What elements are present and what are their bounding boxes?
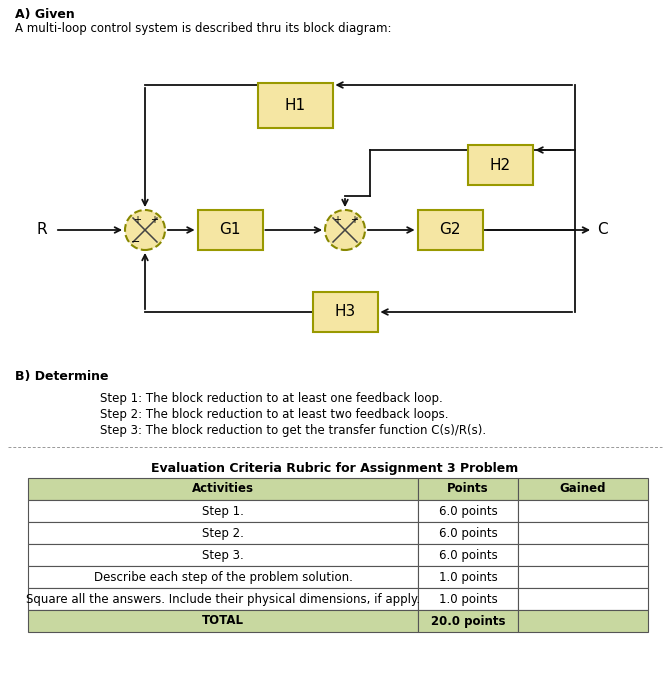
FancyBboxPatch shape [28, 610, 418, 632]
FancyBboxPatch shape [198, 210, 263, 250]
Text: Step 3.: Step 3. [202, 549, 244, 561]
Text: Describe each step of the problem solution.: Describe each step of the problem soluti… [94, 570, 352, 584]
Text: Points: Points [447, 482, 489, 496]
FancyBboxPatch shape [518, 566, 648, 588]
Text: Evaluation Criteria Rubric for Assignment 3 Problem: Evaluation Criteria Rubric for Assignmen… [151, 462, 519, 475]
Text: C: C [597, 223, 608, 237]
FancyBboxPatch shape [468, 145, 533, 185]
Text: B) Determine: B) Determine [15, 370, 109, 383]
Circle shape [325, 210, 365, 250]
Text: 6.0 points: 6.0 points [439, 549, 497, 561]
FancyBboxPatch shape [28, 544, 418, 566]
Text: −: − [131, 237, 141, 247]
Text: Step 2.: Step 2. [202, 526, 244, 540]
FancyBboxPatch shape [518, 522, 648, 544]
FancyBboxPatch shape [28, 588, 418, 610]
FancyBboxPatch shape [418, 566, 518, 588]
FancyBboxPatch shape [418, 478, 518, 500]
FancyBboxPatch shape [418, 522, 518, 544]
FancyBboxPatch shape [518, 610, 648, 632]
Text: H1: H1 [285, 97, 306, 113]
Text: 6.0 points: 6.0 points [439, 505, 497, 517]
FancyBboxPatch shape [418, 500, 518, 522]
Text: TOTAL: TOTAL [202, 615, 244, 627]
Text: +: + [332, 215, 340, 225]
Text: 20.0 points: 20.0 points [431, 615, 505, 627]
FancyBboxPatch shape [418, 588, 518, 610]
FancyBboxPatch shape [28, 522, 418, 544]
Text: 6.0 points: 6.0 points [439, 526, 497, 540]
Text: H2: H2 [490, 158, 511, 172]
Text: 1.0 points: 1.0 points [439, 570, 497, 584]
Text: G1: G1 [219, 223, 241, 237]
FancyBboxPatch shape [518, 478, 648, 500]
FancyBboxPatch shape [28, 478, 418, 500]
FancyBboxPatch shape [28, 500, 418, 522]
Text: Square all the answers. Include their physical dimensions, if apply.: Square all the answers. Include their ph… [26, 592, 420, 606]
FancyBboxPatch shape [418, 544, 518, 566]
FancyBboxPatch shape [28, 566, 418, 588]
Text: Step 2: The block reduction to at least two feedback loops.: Step 2: The block reduction to at least … [100, 408, 448, 421]
FancyBboxPatch shape [518, 500, 648, 522]
Text: Step 1: The block reduction to at least one feedback loop.: Step 1: The block reduction to at least … [100, 392, 443, 405]
Text: R: R [36, 223, 47, 237]
Text: +: + [133, 215, 141, 225]
FancyBboxPatch shape [257, 83, 332, 127]
FancyBboxPatch shape [418, 610, 518, 632]
Text: Gained: Gained [559, 482, 606, 496]
Text: Activities: Activities [192, 482, 254, 496]
FancyBboxPatch shape [518, 544, 648, 566]
Text: A multi-loop control system is described thru its block diagram:: A multi-loop control system is described… [15, 22, 391, 35]
Text: 1.0 points: 1.0 points [439, 592, 497, 606]
Text: A) Given: A) Given [15, 8, 75, 21]
Text: +: + [150, 215, 158, 225]
Text: Step 3: The block reduction to get the transfer function C(s)/R(s).: Step 3: The block reduction to get the t… [100, 424, 486, 437]
Text: +: + [350, 215, 358, 225]
FancyBboxPatch shape [312, 292, 377, 332]
Text: G2: G2 [440, 223, 461, 237]
Text: Step 1.: Step 1. [202, 505, 244, 517]
FancyBboxPatch shape [417, 210, 482, 250]
Text: H3: H3 [334, 304, 356, 319]
FancyBboxPatch shape [518, 588, 648, 610]
Circle shape [125, 210, 165, 250]
